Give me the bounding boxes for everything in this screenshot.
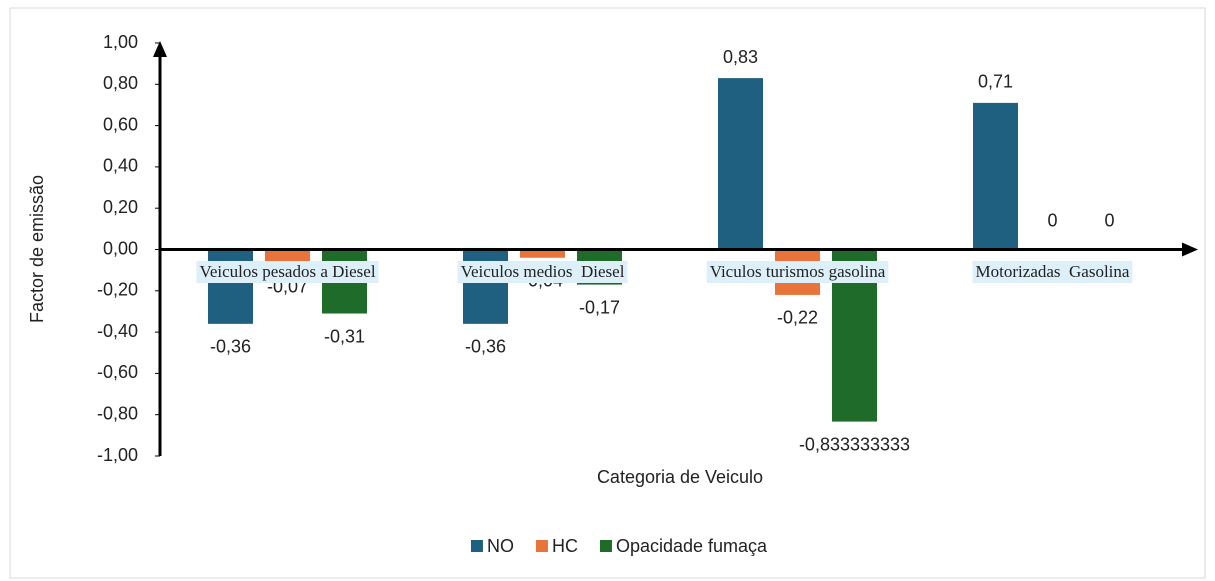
y-tick-label: -1,00 (97, 445, 138, 465)
category-label-bg (706, 261, 889, 283)
data-label: -0,36 (210, 337, 251, 357)
category-label-bg (457, 261, 628, 283)
x-tick-label: Veiculos medios Diesel (461, 262, 625, 281)
data-label: -0,36 (465, 337, 506, 357)
x-axis-title: Categoria de Veiculo (597, 467, 763, 487)
x-axis-arrow (1182, 242, 1198, 257)
legend-label: NO (487, 536, 514, 556)
legend-swatch (470, 540, 483, 552)
y-tick-label: 0,20 (103, 197, 138, 217)
category-label-bg (972, 261, 1133, 283)
bar (718, 78, 763, 250)
y-tick-label: -0,60 (97, 362, 138, 382)
y-tick-label: -0,40 (97, 321, 138, 341)
chart-frame (9, 7, 1206, 579)
x-tick-label: Motorizadas Gasolina (976, 262, 1130, 281)
data-label: -0,22 (777, 308, 818, 328)
legend-label: Opacidade fumaça (616, 536, 768, 556)
data-label: -0,833333333 (799, 434, 910, 454)
bar (520, 249, 565, 258)
legend-swatch (599, 540, 612, 552)
y-tick-label: 1,00 (103, 32, 138, 52)
data-label: 0,71 (978, 72, 1013, 92)
y-tick-label: 0,40 (103, 156, 138, 176)
bar (265, 249, 310, 264)
data-label: 0 (1104, 210, 1114, 230)
y-tick-label: 0,80 (103, 73, 138, 93)
y-axis-arrow (153, 41, 167, 57)
x-tick-label: Viculos turismos gasolina (710, 262, 886, 281)
y-tick-label: 0,60 (103, 114, 138, 134)
legend-swatch (535, 540, 548, 552)
y-tick-label: -0,80 (97, 403, 138, 423)
category-label-bg (196, 261, 379, 283)
legend-label: HC (552, 536, 578, 556)
bar (463, 249, 508, 324)
data-label: 0,83 (723, 47, 758, 67)
bar (973, 102, 1018, 250)
data-label: -0,31 (324, 326, 365, 346)
x-tick-label: Veiculos pesados a Diesel (199, 262, 375, 281)
y-tick-label: 0,00 (103, 238, 138, 258)
bar (208, 249, 253, 324)
data-label: 0 (1047, 210, 1057, 230)
y-tick-label: -0,20 (97, 280, 138, 300)
data-label: -0,17 (579, 297, 620, 317)
y-axis-title: Factor de emissão (27, 175, 47, 323)
